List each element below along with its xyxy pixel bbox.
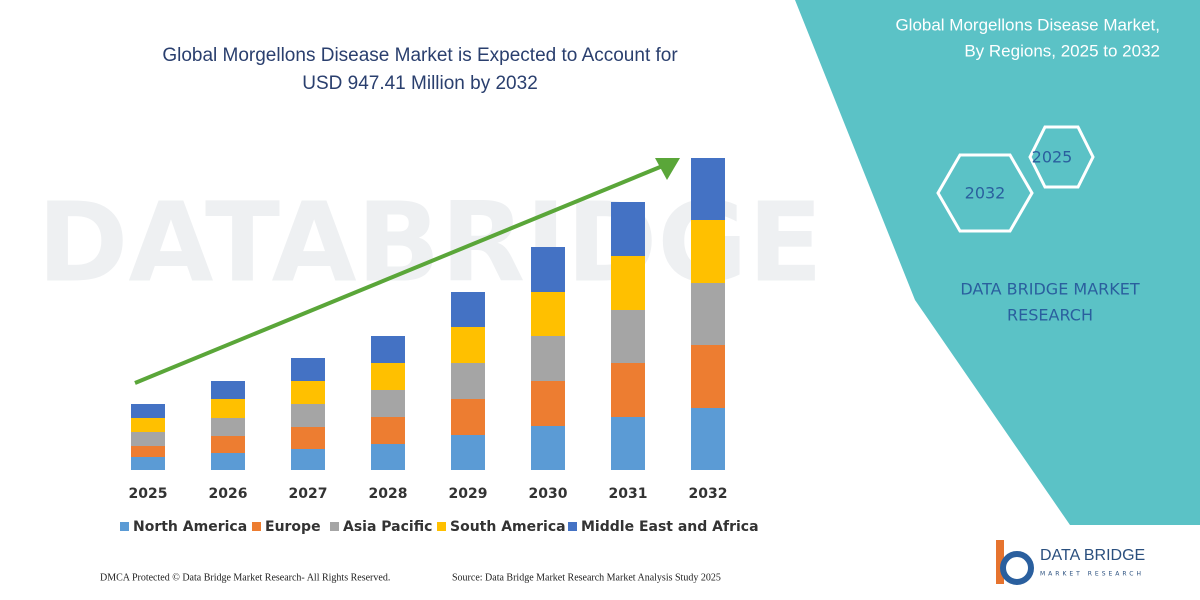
x-tick-label: 2026 — [209, 486, 248, 502]
footer-right: Source: Data Bridge Market Research Mark… — [452, 572, 721, 583]
logo-icon — [996, 540, 1004, 584]
trend-arrow — [134, 163, 666, 385]
bar-segment — [291, 427, 325, 449]
bar-segment — [531, 247, 565, 292]
bar-segment — [691, 220, 725, 283]
bar-segment — [611, 310, 645, 363]
panel-title: By Regions, 2025 to 2032 — [964, 41, 1160, 60]
bar-segment — [211, 399, 245, 418]
bar-segment — [131, 404, 165, 418]
brand-text: RESEARCH — [1007, 306, 1093, 325]
x-tick-label: 2029 — [449, 486, 488, 502]
brand-text: DATA BRIDGE MARKET — [960, 280, 1140, 299]
legend-swatch — [120, 522, 129, 531]
bar-segment — [531, 292, 565, 336]
x-tick-label: 2030 — [529, 486, 568, 502]
bar-segment — [211, 453, 245, 470]
bar-segment — [291, 404, 325, 427]
bar-segment — [531, 336, 565, 381]
bar-segment — [131, 446, 165, 457]
legend-label: North America — [133, 519, 247, 535]
bar-segment — [211, 418, 245, 436]
bar-segment — [691, 283, 725, 345]
logo-name: DATA BRIDGE — [1040, 547, 1145, 564]
bar-segment — [211, 436, 245, 453]
x-tick-label: 2025 — [129, 486, 168, 502]
bar-segment — [611, 202, 645, 256]
bar-segment — [451, 292, 485, 327]
legend-label: Asia Pacific — [343, 519, 432, 535]
panel-title: Global Morgellons Disease Market, — [895, 15, 1160, 34]
legend-swatch — [568, 522, 577, 531]
bar-segment — [451, 399, 485, 435]
bar-segment — [611, 256, 645, 310]
teal-panel — [795, 0, 1200, 525]
bar-segment — [291, 449, 325, 470]
bar-segment — [371, 390, 405, 417]
legend-label: South America — [450, 519, 566, 535]
bar-segment — [371, 363, 405, 390]
bar-segment — [451, 363, 485, 399]
logo-icon — [1000, 551, 1034, 585]
bar-segment — [211, 381, 245, 399]
legend-swatch — [330, 522, 339, 531]
legend-swatch — [437, 522, 446, 531]
legend-label: Europe — [265, 519, 321, 535]
hexagon-label: 2025 — [1032, 148, 1073, 167]
bar-segment — [131, 457, 165, 470]
x-tick-label: 2027 — [289, 486, 328, 502]
bar-segment — [451, 327, 485, 363]
bar-segment — [131, 418, 165, 432]
footer-left: DMCA Protected © Data Bridge Market Rese… — [100, 572, 390, 583]
bar-segment — [531, 381, 565, 426]
chart-title: USD 947.41 Million by 2032 — [302, 73, 538, 94]
bar-segment — [131, 432, 165, 446]
bar-segment — [691, 408, 725, 470]
x-tick-label: 2028 — [369, 486, 408, 502]
chart-title: Global Morgellons Disease Market is Expe… — [162, 45, 678, 66]
legend-label: Middle East and Africa — [581, 519, 759, 535]
x-tick-label: 2032 — [689, 486, 728, 502]
bar-segment — [371, 417, 405, 444]
bar-segment — [291, 358, 325, 381]
bar-segment — [691, 345, 725, 408]
bar-segment — [691, 158, 725, 220]
hexagon — [936, 153, 1034, 233]
bar-segment — [371, 336, 405, 363]
legend-swatch — [252, 522, 261, 531]
bar-segment — [531, 426, 565, 470]
bar-segment — [291, 381, 325, 404]
bar-segment — [451, 435, 485, 470]
bar-segment — [611, 417, 645, 470]
x-tick-label: 2031 — [609, 486, 648, 502]
hexagon-label: 2032 — [965, 184, 1006, 203]
logo: DATA BRIDGE MARKET RESEARCH — [996, 540, 1145, 585]
logo-tagline: MARKET RESEARCH — [1040, 571, 1144, 578]
bar-segment — [611, 363, 645, 417]
bar-segment — [371, 444, 405, 470]
arrow-head — [655, 158, 680, 180]
hexagon — [1028, 125, 1095, 189]
